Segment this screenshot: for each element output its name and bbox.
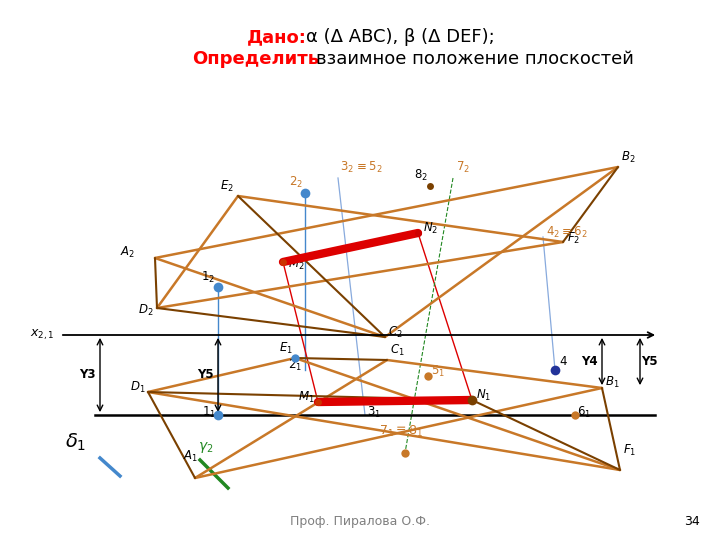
Text: $7_2$: $7_2$ bbox=[456, 160, 470, 175]
Text: $4$: $4$ bbox=[559, 355, 568, 368]
Text: Y3: Y3 bbox=[79, 368, 96, 381]
Text: $2_1$: $2_1$ bbox=[288, 358, 302, 373]
Text: $B_1$: $B_1$ bbox=[605, 375, 619, 390]
Text: $3_1$: $3_1$ bbox=[367, 405, 381, 420]
Text: $\gamma_2$: $\gamma_2$ bbox=[198, 440, 213, 455]
Text: $1_2$: $1_2$ bbox=[201, 270, 215, 285]
Text: $F_2$: $F_2$ bbox=[567, 231, 580, 246]
Text: $D_2$: $D_2$ bbox=[138, 303, 153, 318]
Text: $E_1$: $E_1$ bbox=[279, 341, 293, 356]
Text: $7_1 \equiv 8_1$: $7_1 \equiv 8_1$ bbox=[379, 424, 423, 439]
Text: Y4: Y4 bbox=[581, 355, 598, 368]
Text: $4_2\equiv 6_2$: $4_2\equiv 6_2$ bbox=[546, 225, 588, 240]
Text: $M_2$: $M_2$ bbox=[288, 257, 305, 272]
Text: $D_1$: $D_1$ bbox=[130, 380, 146, 395]
Text: $B_2$: $B_2$ bbox=[621, 150, 636, 165]
Text: $3_2$: $3_2$ bbox=[340, 160, 354, 175]
Text: $1_1$: $1_1$ bbox=[202, 405, 216, 420]
Text: $5_1$: $5_1$ bbox=[431, 364, 445, 379]
Text: взаимное положение плоскостей: взаимное положение плоскостей bbox=[316, 50, 634, 68]
Text: $E_2$: $E_2$ bbox=[220, 179, 234, 194]
Text: 34: 34 bbox=[684, 515, 700, 528]
Text: $x_{2,1}$: $x_{2,1}$ bbox=[30, 328, 55, 342]
Text: $N_2$: $N_2$ bbox=[423, 221, 438, 236]
Text: $\delta_1$: $\delta_1$ bbox=[65, 432, 86, 453]
Text: $F_1$: $F_1$ bbox=[623, 443, 636, 458]
Text: $\equiv5_2$: $\equiv5_2$ bbox=[354, 160, 382, 175]
Text: $M_1$: $M_1$ bbox=[298, 390, 315, 405]
Text: Y5: Y5 bbox=[642, 355, 658, 368]
Text: $C_2$: $C_2$ bbox=[388, 325, 402, 340]
Text: Проф. Пиралова О.Ф.: Проф. Пиралова О.Ф. bbox=[290, 515, 430, 528]
Text: $A_1$: $A_1$ bbox=[184, 449, 199, 464]
Text: $N_1$: $N_1$ bbox=[476, 388, 491, 403]
Text: $2_2$: $2_2$ bbox=[289, 175, 303, 190]
Text: $8_2$: $8_2$ bbox=[414, 168, 428, 183]
Text: Определить: Определить bbox=[192, 50, 319, 68]
Text: α (Δ ABC), β (Δ DEF);: α (Δ ABC), β (Δ DEF); bbox=[306, 28, 495, 46]
Text: $6_1$: $6_1$ bbox=[577, 405, 591, 420]
Text: $A_2$: $A_2$ bbox=[120, 245, 135, 260]
Text: $C_1$: $C_1$ bbox=[390, 343, 405, 358]
Text: Дано:: Дано: bbox=[247, 28, 307, 46]
Text: Y5: Y5 bbox=[197, 368, 214, 381]
